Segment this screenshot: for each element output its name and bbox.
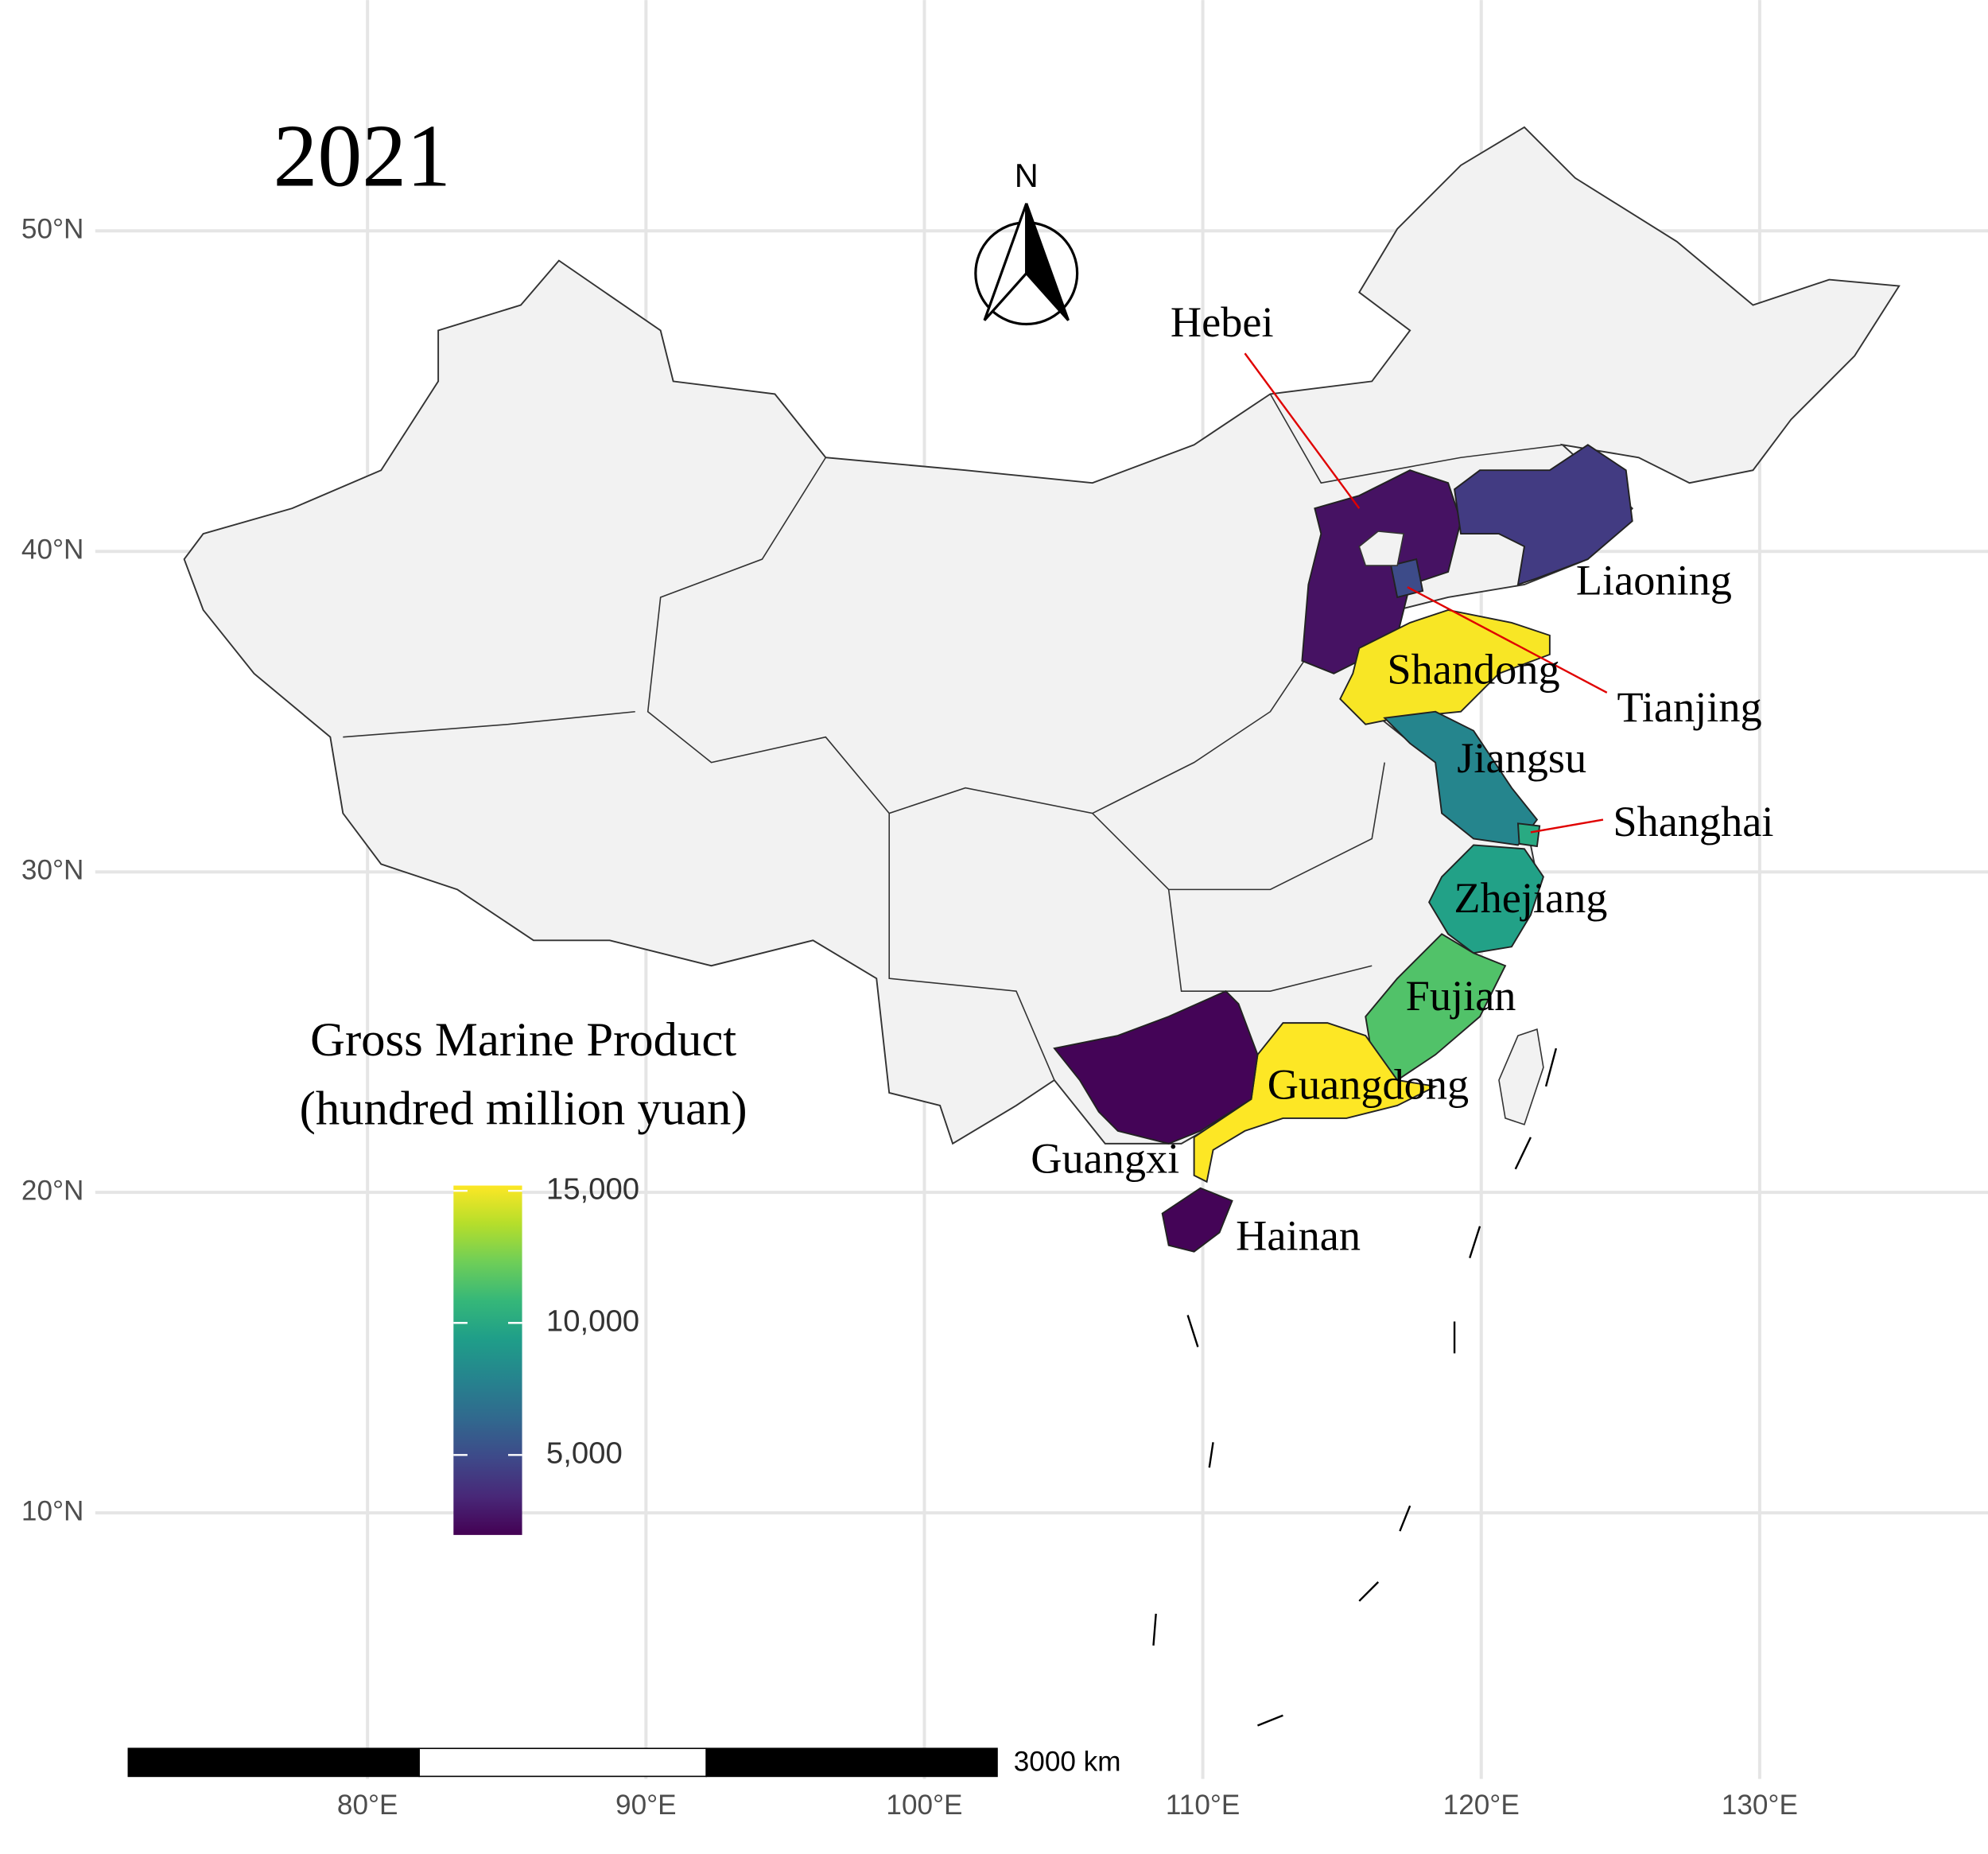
province-label: Hebei bbox=[1171, 298, 1274, 346]
province-border bbox=[1269, 393, 1563, 484]
beijing bbox=[1358, 531, 1405, 566]
province-label: Fujian bbox=[1406, 972, 1516, 1020]
north-arrow: N bbox=[974, 157, 1079, 326]
lat-tick-label: 20°N bbox=[21, 1175, 83, 1206]
province-label: Hainan bbox=[1236, 1212, 1361, 1260]
legend-title: (hundred million yuan) bbox=[300, 1082, 747, 1135]
leader-line bbox=[1530, 818, 1604, 834]
province-label: Tianjing bbox=[1617, 683, 1762, 731]
province-label: Guangdong bbox=[1268, 1061, 1469, 1109]
legend: Gross Marine Product (hundred million yu… bbox=[300, 1013, 747, 1535]
land bbox=[183, 126, 1901, 1727]
scale-bar: 3000 km bbox=[127, 1747, 1121, 1778]
province bbox=[1383, 710, 1539, 846]
lon-tick-label: 110°E bbox=[1166, 1790, 1240, 1821]
colorbar bbox=[453, 1185, 522, 1535]
legend-title: Gross Marine Product bbox=[310, 1013, 736, 1067]
regions bbox=[1053, 444, 1633, 1253]
leader-line bbox=[1244, 352, 1361, 509]
province bbox=[1193, 1022, 1439, 1184]
province-border bbox=[1092, 762, 1386, 891]
province-border bbox=[646, 457, 1322, 814]
map-title: 2021 bbox=[273, 107, 451, 205]
province-border bbox=[888, 813, 1055, 1081]
province-label: Shanghai bbox=[1613, 798, 1773, 845]
province-label: Shandong bbox=[1387, 645, 1559, 693]
province bbox=[1390, 558, 1424, 599]
legend-tick-label: 15,000 bbox=[546, 1172, 639, 1206]
islands bbox=[1152, 1047, 1558, 1727]
province bbox=[1516, 822, 1541, 848]
province-label: Zhejiang bbox=[1454, 874, 1607, 922]
lon-tick-label: 120°E bbox=[1443, 1790, 1520, 1821]
taiwan bbox=[1498, 1028, 1544, 1125]
lon-tick-label: 100°E bbox=[886, 1790, 962, 1821]
lon-tick-label: 130°E bbox=[1722, 1790, 1798, 1821]
province bbox=[1365, 933, 1507, 1082]
province-label: Jiangsu bbox=[1457, 734, 1586, 782]
province-border bbox=[343, 710, 635, 738]
province-label: Guangxi bbox=[1031, 1134, 1179, 1182]
lon-tick-label: 90°E bbox=[615, 1790, 677, 1821]
province bbox=[1053, 990, 1259, 1145]
province bbox=[1428, 844, 1544, 954]
province bbox=[1161, 1187, 1233, 1253]
scale-label: 3000 km bbox=[1014, 1747, 1121, 1778]
region-labels: Hebei Liaoning Tianjing Shandong Jiangsu Shan… bbox=[1031, 298, 1773, 1260]
legend-tick-label: 10,000 bbox=[546, 1304, 639, 1338]
province-label: Liaoning bbox=[1576, 556, 1732, 604]
province bbox=[1339, 608, 1551, 725]
lon-tick-label: 80°E bbox=[337, 1790, 398, 1821]
lat-tick-label: 10°N bbox=[21, 1495, 83, 1526]
province bbox=[1301, 469, 1462, 674]
province bbox=[1454, 444, 1633, 586]
lat-tick-label: 40°N bbox=[21, 534, 83, 566]
legend-tick-label: 5,000 bbox=[546, 1436, 623, 1470]
lat-tick-label: 50°N bbox=[21, 214, 83, 245]
leader-line bbox=[1407, 586, 1608, 694]
lat-tick-label: 30°N bbox=[21, 854, 83, 885]
leader-lines bbox=[1244, 352, 1608, 834]
north-label: N bbox=[1015, 157, 1039, 194]
